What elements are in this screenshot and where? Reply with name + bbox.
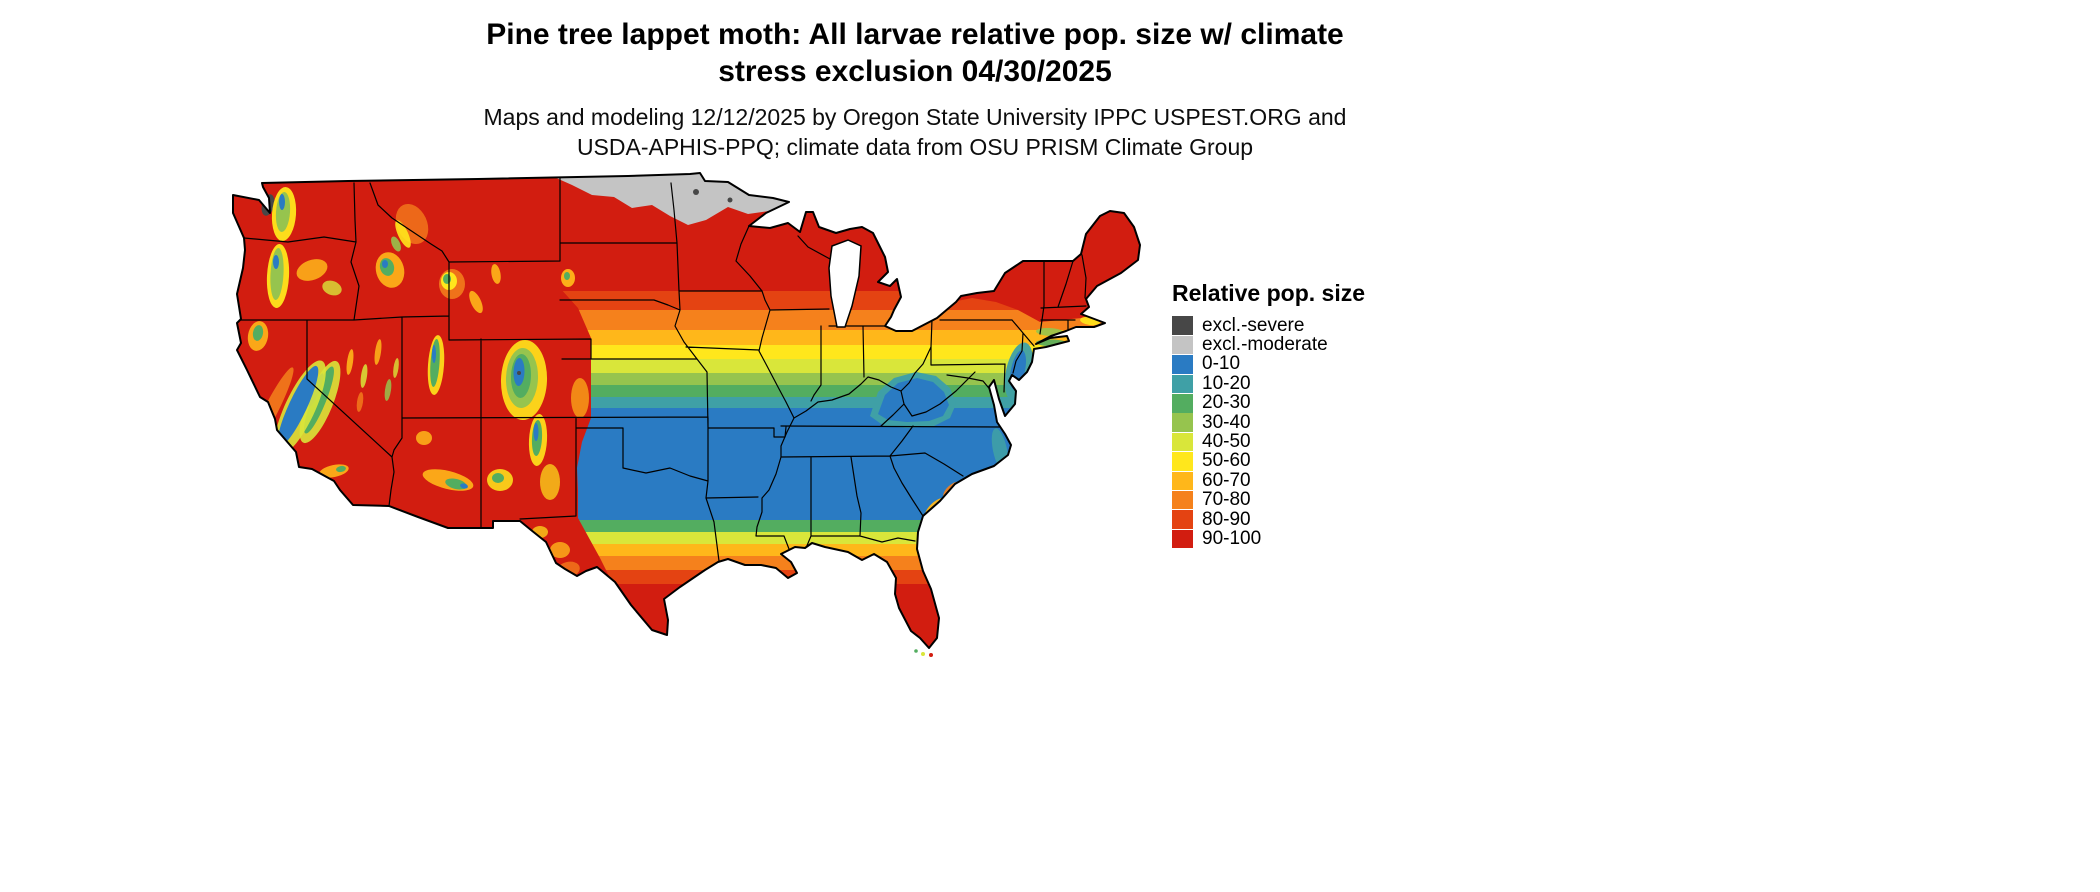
legend-color-swatch (1172, 452, 1193, 471)
legend-entry: 0-10 (1172, 353, 1365, 375)
legend-color-swatch (1172, 335, 1193, 355)
legend-entry-label: excl.-moderate (1202, 334, 1328, 356)
exclusion-severe-spot (727, 197, 733, 203)
legend-entry-label: 90-100 (1202, 528, 1262, 549)
legend-entry: 60-70 (1172, 469, 1365, 491)
florida-keys (914, 649, 933, 657)
legend-color-swatch (1172, 316, 1193, 335)
legend-entry: 30-40 (1172, 411, 1365, 433)
exclusion-severe-spot (693, 189, 699, 195)
exclusion-severe-spot (517, 371, 521, 375)
legend-entry: excl.-moderate (1172, 334, 1365, 356)
legend-entry: 50-60 (1172, 450, 1365, 472)
page-title-line-1: Pine tree lappet moth: All larvae relati… (486, 18, 1344, 51)
exclusion-moderate-zone (546, 173, 790, 225)
subtitle-line-1: Maps and modeling 12/12/2025 by Oregon S… (483, 104, 1347, 130)
legend-color-swatch (1172, 510, 1193, 529)
legend-color-swatch (1172, 413, 1193, 432)
legend-entry-label: 10-20 (1202, 372, 1251, 394)
us-map-svg (232, 172, 1141, 657)
subtitle-line-2: USDA-APHIS-PPQ; climate data from OSU PR… (576, 134, 1254, 160)
legend-entry: 20-30 (1172, 392, 1365, 414)
legend-entry-label: 50-60 (1202, 450, 1251, 472)
legend-entries: excl.-severe excl.-moderate 0-10 10-20 2… (1172, 314, 1365, 549)
legend-color-swatch (1172, 529, 1193, 549)
legend-color-swatch (1172, 394, 1193, 413)
legend-entry: 70-80 (1172, 489, 1365, 511)
legend-entry-label: 0-10 (1202, 353, 1241, 375)
legend-entry-label: 40-50 (1202, 431, 1251, 453)
legend-color-swatch (1172, 471, 1193, 491)
legend-entry-label: 20-30 (1202, 392, 1251, 414)
legend-entry-label: 80-90 (1202, 508, 1251, 530)
state-borders (240, 173, 1087, 562)
legend-color-swatch (1172, 355, 1193, 374)
legend-color-swatch (1172, 374, 1193, 394)
us-population-map (228, 150, 1148, 675)
legend-entry: 40-50 (1172, 431, 1365, 453)
northeast-red-overlay (920, 173, 1140, 325)
legend-entry-label: excl.-severe (1202, 314, 1305, 336)
map-fill-layers (233, 173, 1140, 648)
legend-entry: excl.-severe (1172, 314, 1365, 336)
legend-entry: 90-100 (1172, 528, 1365, 549)
lake-michigan (828, 239, 862, 328)
legend-entry: 10-20 (1172, 372, 1365, 394)
page-title-line-2: stress exclusion 04/30/2025 (718, 55, 1112, 88)
legend-entry-label: 60-70 (1202, 469, 1251, 491)
legend: Relative pop. size excl.-severe excl.-mo… (1172, 280, 1365, 549)
legend-color-swatch (1172, 490, 1193, 510)
figure-header: Pine tree lappet moth: All larvae relati… (0, 16, 1830, 162)
legend-entry-label: 70-80 (1202, 489, 1251, 511)
legend-entry: 80-90 (1172, 508, 1365, 530)
legend-entry-label: 30-40 (1202, 411, 1251, 433)
us-outline (232, 172, 1141, 649)
legend-title: Relative pop. size (1172, 280, 1366, 306)
legend-color-swatch (1172, 432, 1193, 452)
figure-subtitle: Maps and modeling 12/12/2025 by Oregon S… (0, 102, 1830, 162)
